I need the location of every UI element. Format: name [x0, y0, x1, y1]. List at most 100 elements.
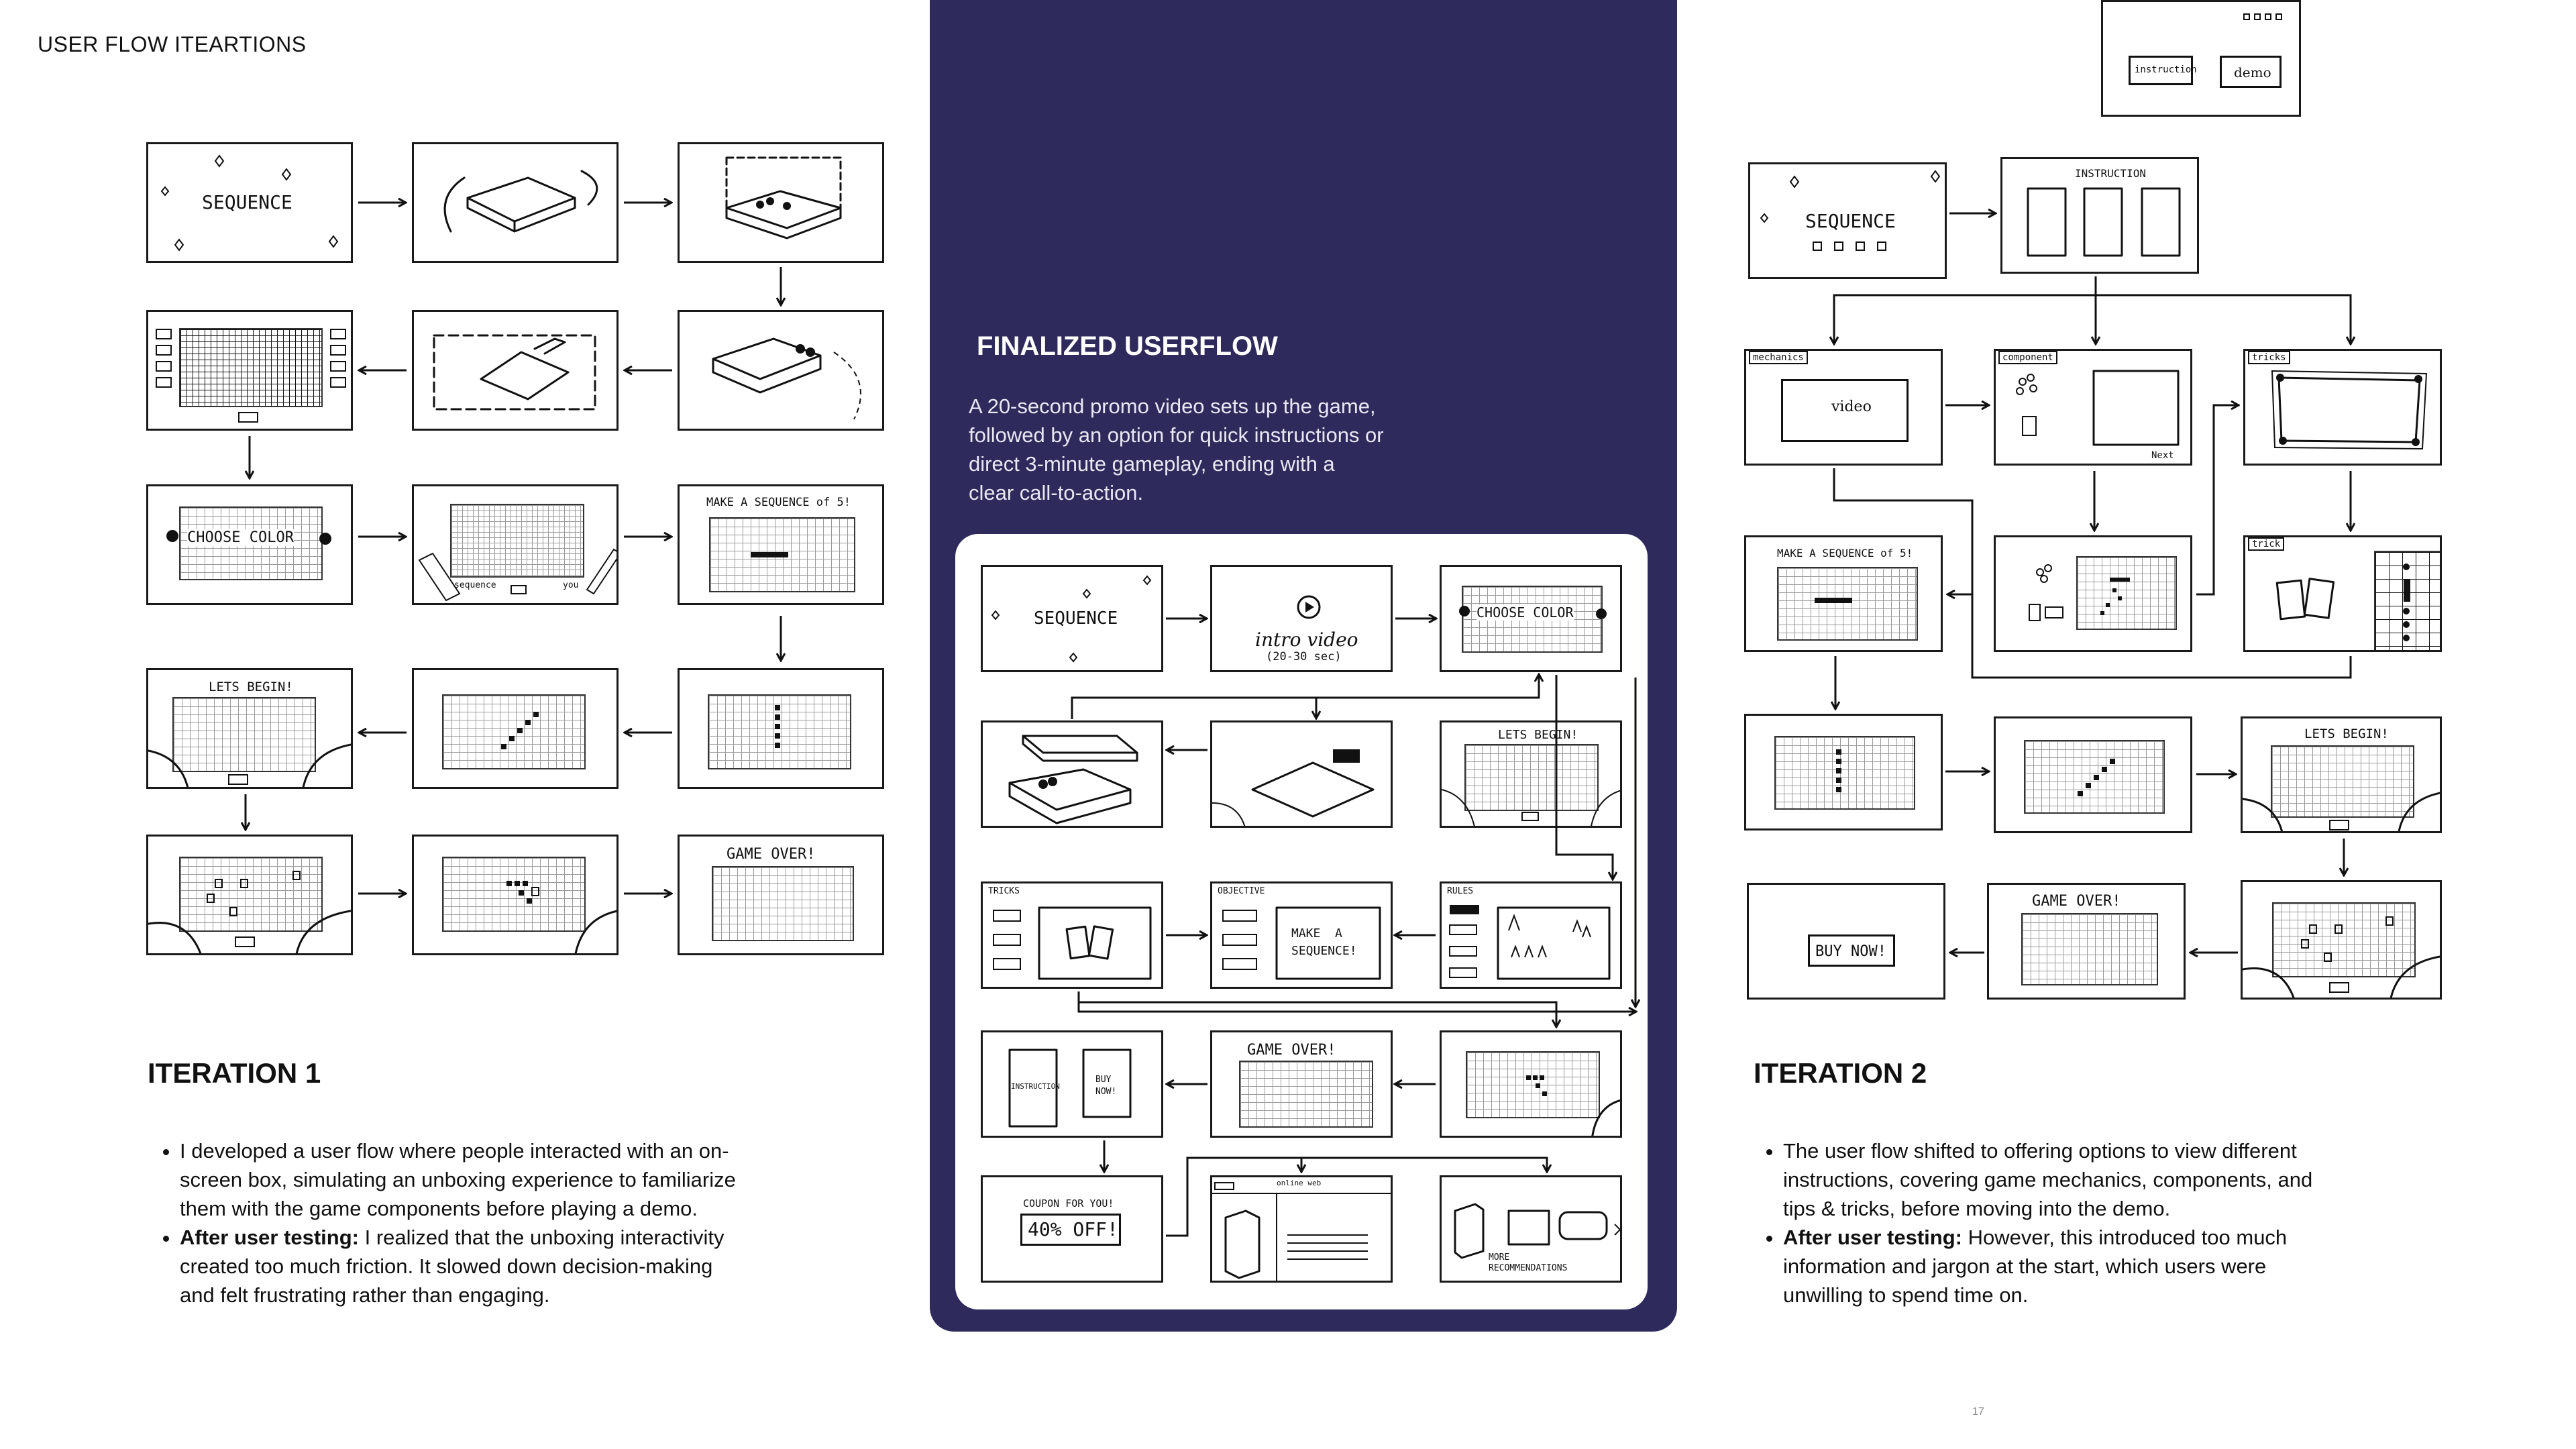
it1-play-cluster — [412, 835, 619, 955]
choose-color-label: CHOOSE COLOR — [1477, 604, 1574, 621]
sparkle-icons — [160, 154, 339, 252]
it1-lets-begin: LETS BEGIN! — [146, 668, 353, 789]
game-board — [172, 697, 316, 772]
sequence-chips — [751, 552, 788, 557]
final-cards-spread — [1210, 720, 1393, 828]
iteration1-bullets: I developed a user flow where people int… — [149, 1136, 743, 1309]
arrow — [2196, 405, 2238, 596]
it2-sequence-screen: SEQUENCE — [1748, 162, 1947, 279]
final-objective: OBJECTIVE MAKE A SEQUENCE! — [1210, 881, 1393, 989]
iteration2-bullets: The user flow shifted to offering option… — [1752, 1136, 2333, 1309]
it2-game-over: GAME OVER! — [1987, 883, 2186, 1000]
mechanics-label: mechanics — [1749, 351, 1808, 364]
page-number: 17 — [1972, 1406, 1984, 1417]
it1-vertical — [678, 668, 884, 789]
vertical-chips — [1836, 749, 1841, 792]
box-rotate-icon — [443, 170, 598, 233]
game-board — [1239, 1061, 1373, 1128]
tricks-label: TRICKS — [988, 886, 1020, 896]
demo-button-label: demo — [2234, 64, 2271, 80]
hand-arcs — [2243, 792, 2440, 831]
game-board — [179, 857, 323, 932]
trick-cards — [2275, 564, 2410, 641]
demo-button: demo — [2220, 56, 2282, 88]
final-rules: RULES — [1440, 881, 1622, 989]
it1-play-scatter — [146, 835, 353, 955]
coupon-title: COUPON FOR YOU! — [1023, 1197, 1114, 1210]
instruction-panels — [2027, 187, 2181, 257]
diagonal-chips — [501, 712, 539, 749]
game-board — [712, 866, 854, 941]
color-dots — [1459, 606, 1607, 619]
instruction-button: instruction — [2129, 56, 2197, 85]
game-board — [2024, 740, 2165, 814]
game-board — [1774, 736, 1915, 810]
hand-cards — [418, 548, 616, 602]
arrow — [2096, 294, 2351, 343]
intro-duration-label: (20-30 sec) — [1266, 650, 1342, 663]
it1-choose-color: CHOOSE COLOR — [146, 484, 353, 605]
final-more-recs: MORE RECOMMENDATIONS — [1440, 1175, 1622, 1283]
final-choose-color: CHOOSE COLOR — [1440, 565, 1622, 672]
game-board — [2021, 913, 2158, 985]
video-label: video — [1831, 398, 1872, 415]
page-title: USER FLOW ITEARTIONS — [38, 32, 307, 56]
it2-play-scatter — [2241, 880, 2442, 1000]
play-chips — [1526, 1075, 1620, 1136]
bullet-text: I developed a user flow where people int… — [180, 1139, 736, 1220]
it1-sequence-screen: SEQUENCE — [146, 142, 353, 263]
it1-cards-drag — [412, 310, 619, 431]
choose-color-label: CHOOSE COLOR — [187, 529, 294, 546]
make-sequence-label: MAKE A SEQUENCE! — [1291, 926, 1357, 958]
scattered-chips — [148, 871, 351, 953]
cards-spread-icon — [1212, 749, 1375, 826]
game-over-label: GAME OVER! — [2032, 893, 2121, 910]
website-icon — [1212, 1182, 1391, 1281]
window-dots — [2243, 13, 2282, 20]
diagonal-chips — [2078, 759, 2115, 796]
bullet-bold: After user testing: — [180, 1226, 359, 1249]
game-board — [1466, 1051, 1600, 1118]
sequence-hand-label: sequence — [454, 580, 496, 590]
iteration1-heading: ITERATION 1 — [148, 1057, 321, 1089]
buy-now-label: BUY NOW! — [1095, 1075, 1117, 1097]
box-tray-icon — [712, 337, 861, 420]
sequence-options — [1760, 170, 1941, 251]
lets-begin-label: LETS BEGIN! — [2304, 727, 2389, 741]
tricks-board — [2271, 370, 2428, 450]
final-online-web: online web — [1210, 1175, 1393, 1283]
objective-label: OBJECTIVE — [1218, 886, 1265, 896]
cards-drag-icon — [433, 334, 596, 411]
iteration2-bullet: The user flow shifted to offering option… — [1783, 1136, 2333, 1223]
you-hand-label: you — [563, 580, 579, 590]
hand-arcs — [1442, 789, 1620, 826]
it2-tricks: tricks — [2243, 349, 2442, 466]
it2-mechanics: mechanics video — [1744, 349, 1943, 466]
arrow — [1834, 276, 2097, 343]
it1-game-over: GAME OVER! — [678, 835, 884, 955]
instruction-title: INSTRUCTION — [2075, 167, 2146, 180]
rules-cards — [1449, 905, 1611, 980]
it2-diagonal — [1994, 716, 2192, 833]
it1-box-rotate — [412, 142, 619, 263]
final-coupon: COUPON FOR YOU! 40% OFF! — [981, 1175, 1163, 1283]
game-board — [450, 504, 584, 578]
finalized-userflow-description: A 20-second promo video sets up the game… — [969, 394, 1384, 504]
it2-trick: trick — [2243, 535, 2442, 652]
iteration1-bullet: I developed a user flow where people int… — [180, 1136, 743, 1223]
instruction-button-label: instruction — [2135, 64, 2197, 75]
trick-label: trick — [2248, 537, 2285, 551]
it1-box-tray — [678, 310, 884, 431]
game-board — [2272, 902, 2416, 977]
it2-component-board — [1994, 535, 2192, 652]
component-label: component — [1998, 351, 2057, 364]
it2-choice-screen: instruction demo — [2101, 0, 2301, 117]
tricks-cards — [993, 906, 1152, 980]
it1-board-hands: sequence you — [412, 484, 619, 605]
bullet-text: The user flow shifted to offering option… — [1783, 1139, 2313, 1220]
finalized-userflow-heading: FINALIZED USERFLOW — [977, 331, 1278, 361]
lets-begin-label: LETS BEGIN! — [209, 680, 293, 694]
it1-box-open — [678, 142, 884, 263]
it1-diagonal — [412, 668, 619, 789]
sequence-title: SEQUENCE — [1805, 210, 1896, 232]
